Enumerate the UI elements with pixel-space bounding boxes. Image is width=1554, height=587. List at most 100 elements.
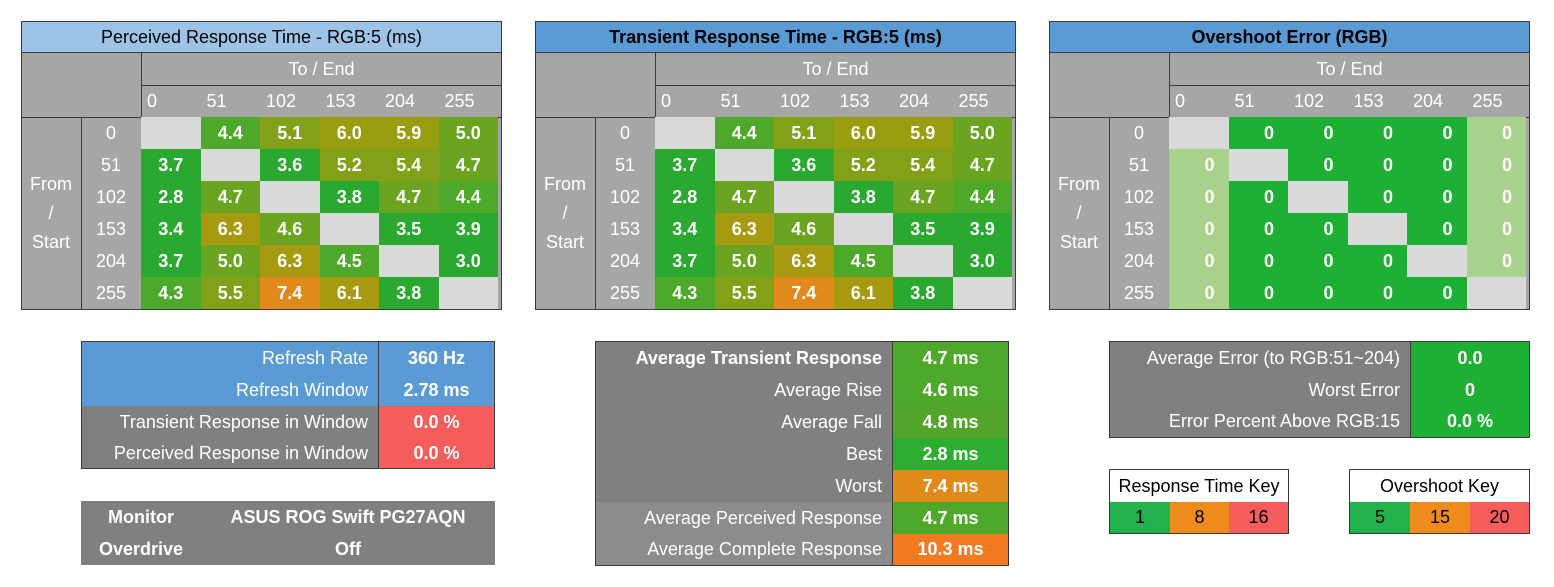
- refresh-table: Refresh Rate 360 Hz Refresh Window 2.78 …: [81, 341, 495, 469]
- heatmap-cell: 4.4: [714, 117, 774, 149]
- avg-rise-value: 4.6 ms: [892, 374, 1008, 406]
- heatmap-cell: 0: [1347, 117, 1407, 149]
- heatmap-cell: 4.7: [952, 149, 1012, 181]
- y-tick-label: 153: [95, 218, 127, 239]
- perceived-section-bg: [596, 502, 892, 565]
- from-start-label: From / Start: [1049, 117, 1109, 309]
- transient-in-window-value: 0.0 %: [378, 406, 494, 438]
- monitor-table: Monitor ASUS ROG Swift PG27AQN Overdrive…: [81, 501, 495, 565]
- x-tick-label: 0: [1175, 91, 1186, 111]
- from-start-text: Start: [31, 231, 70, 252]
- response-key-8: 8: [1170, 502, 1229, 533]
- heatmap-title: Transient Response Time - RGB:5 (ms): [535, 21, 1016, 53]
- heatmap-cell: 3.7: [141, 245, 201, 277]
- heatmap-cell: 6.3: [714, 213, 774, 245]
- heatmap-cell: 3.8: [319, 181, 379, 213]
- heatmap-panel-1: Perceived Response Time - RGB:5 (ms) To /…: [21, 21, 502, 310]
- heatmap-cell: 0: [1407, 181, 1467, 213]
- y-tick-label: 0: [1133, 122, 1144, 143]
- best-label: Best: [845, 443, 882, 464]
- avg-error-label: Average Error (to RGB:51~204): [1146, 347, 1400, 368]
- heatmap-cell: 4.7: [893, 181, 953, 213]
- x-tick-label: 204: [1413, 91, 1444, 111]
- heatmap-cell: 4.7: [438, 149, 498, 181]
- y-tick-label: 153: [609, 218, 641, 239]
- heatmap-cell: 0: [1466, 149, 1526, 181]
- worst-label: Worst: [835, 475, 882, 496]
- heatmap-cell: 5.2: [833, 149, 893, 181]
- x-tick-label: 0: [661, 91, 672, 111]
- heatmap-cell: 7.4: [774, 277, 834, 309]
- overdrive-value: Off: [335, 538, 361, 559]
- from-start-text: From: [544, 173, 586, 194]
- from-start-text: Start: [1059, 231, 1098, 252]
- best-value: 2.8 ms: [892, 438, 1008, 470]
- heatmap-cell: 0: [1288, 277, 1348, 309]
- worst-value: 7.4 ms: [892, 470, 1008, 502]
- heatmap-cell: 3.9: [952, 213, 1012, 245]
- grid-divider: [595, 117, 596, 310]
- avg-transient-label: Average Transient Response: [635, 347, 882, 368]
- heatmap-cell: 3.8: [379, 277, 439, 309]
- x-tick-label: 255: [958, 91, 989, 111]
- heatmap-cell: 5.5: [200, 277, 260, 309]
- heatmap-cell: 3.4: [655, 213, 715, 245]
- heatmap-cell: 0: [1169, 149, 1229, 181]
- response-time-key: Response Time Key 1 8 16: [1109, 469, 1289, 534]
- avg-rise-label: Average Rise: [774, 379, 882, 400]
- y-tick-label: 255: [95, 282, 127, 303]
- heatmap-cell: [319, 213, 379, 245]
- heatmap-cell: [141, 117, 201, 149]
- grid-divider: [1109, 117, 1110, 310]
- heatmap-cell: [200, 149, 260, 181]
- heatmap-cell: 6.3: [774, 245, 834, 277]
- refresh-rate-value: 360 Hz: [378, 342, 494, 374]
- heatmap-cell: 0: [1407, 117, 1467, 149]
- avg-perceived-value: 4.7 ms: [892, 502, 1008, 534]
- overshoot-key-15: 15: [1410, 502, 1470, 533]
- from-start-label: From / Start: [535, 117, 595, 309]
- heatmap-title: Overshoot Error (RGB): [1049, 21, 1530, 53]
- response-key-16: 16: [1229, 502, 1288, 533]
- heatmap-cell: 2.8: [141, 181, 201, 213]
- heatmap-cell: [714, 149, 774, 181]
- y-tick-label: 255: [609, 282, 641, 303]
- from-start-text: From: [1058, 173, 1100, 194]
- heatmap-cell: 3.7: [141, 149, 201, 181]
- y-tick-label: 102: [1123, 186, 1155, 207]
- avg-error-value: 0.0: [1410, 342, 1529, 374]
- x-tick-label: 153: [325, 91, 356, 111]
- heatmap-panel-3: Overshoot Error (RGB) To / End 0 51 102 153 20…: [1049, 21, 1530, 310]
- heatmap-cell: [833, 213, 893, 245]
- heatmap-cell: 0: [1466, 181, 1526, 213]
- heatmap-cell: 3.6: [774, 149, 834, 181]
- grid-divider: [655, 85, 1016, 86]
- from-start-text: /: [48, 202, 54, 223]
- heatmap-cell: 5.0: [952, 117, 1012, 149]
- heatmap-cell: 0: [1228, 277, 1288, 309]
- x-tick-label: 204: [385, 91, 416, 111]
- heatmap-cell: 5.0: [200, 245, 260, 277]
- refresh-window-value: 2.78 ms: [378, 374, 494, 406]
- refresh-rate-label: Refresh Rate: [82, 342, 378, 374]
- heatmap-cell: 5.1: [774, 117, 834, 149]
- x-tick-label: 102: [780, 91, 811, 111]
- heatmap-cell: 4.7: [714, 181, 774, 213]
- refresh-window-label: Refresh Window: [82, 374, 378, 406]
- from-start-text: /: [562, 202, 568, 223]
- overshoot-key-5: 5: [1350, 502, 1410, 533]
- heatmap-cell: 0: [1466, 245, 1526, 277]
- y-tick-label: 204: [609, 250, 641, 271]
- heatmap-cell: [655, 117, 715, 149]
- x-tick-label: 102: [1294, 91, 1325, 111]
- heatmap-cell: 5.5: [714, 277, 774, 309]
- y-tick-label: 153: [1123, 218, 1155, 239]
- heatmap-cell: 0: [1228, 181, 1288, 213]
- heatmap-cell: 0: [1347, 245, 1407, 277]
- grid-divider: [1169, 85, 1530, 86]
- heatmap-cell: 0: [1407, 213, 1467, 245]
- from-start-text: Start: [545, 231, 584, 252]
- x-tick-label: 153: [839, 91, 870, 111]
- heatmap-cell: 6.0: [319, 117, 379, 149]
- response-key-title: Response Time Key: [1118, 475, 1280, 496]
